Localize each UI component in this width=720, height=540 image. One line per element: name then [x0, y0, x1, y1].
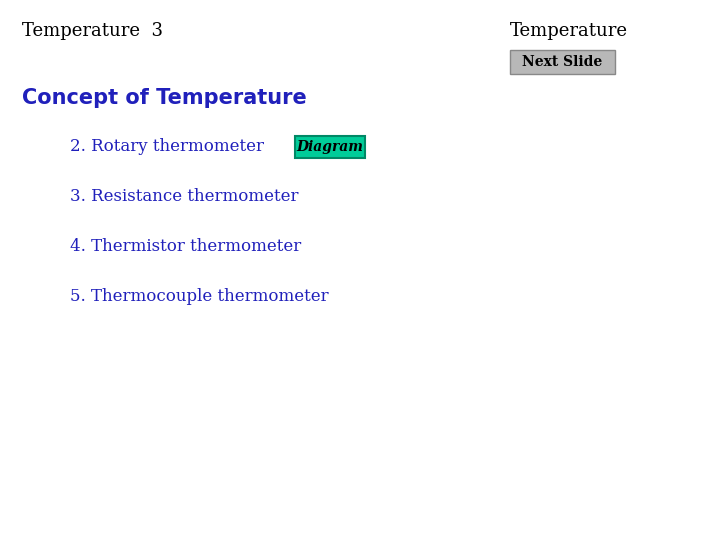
FancyBboxPatch shape — [510, 50, 615, 74]
Text: 5. Thermocouple thermometer: 5. Thermocouple thermometer — [70, 288, 328, 305]
Text: 2. Rotary thermometer: 2. Rotary thermometer — [70, 138, 264, 155]
Text: Concept of Temperature: Concept of Temperature — [22, 88, 307, 108]
Text: 3. Resistance thermometer: 3. Resistance thermometer — [70, 188, 299, 205]
Text: Next Slide: Next Slide — [523, 55, 603, 69]
Text: Diagram: Diagram — [297, 140, 364, 154]
Text: 4. Thermistor thermometer: 4. Thermistor thermometer — [70, 238, 301, 255]
Text: Temperature  3: Temperature 3 — [22, 22, 163, 40]
Text: Temperature: Temperature — [510, 22, 628, 40]
FancyBboxPatch shape — [295, 136, 365, 158]
